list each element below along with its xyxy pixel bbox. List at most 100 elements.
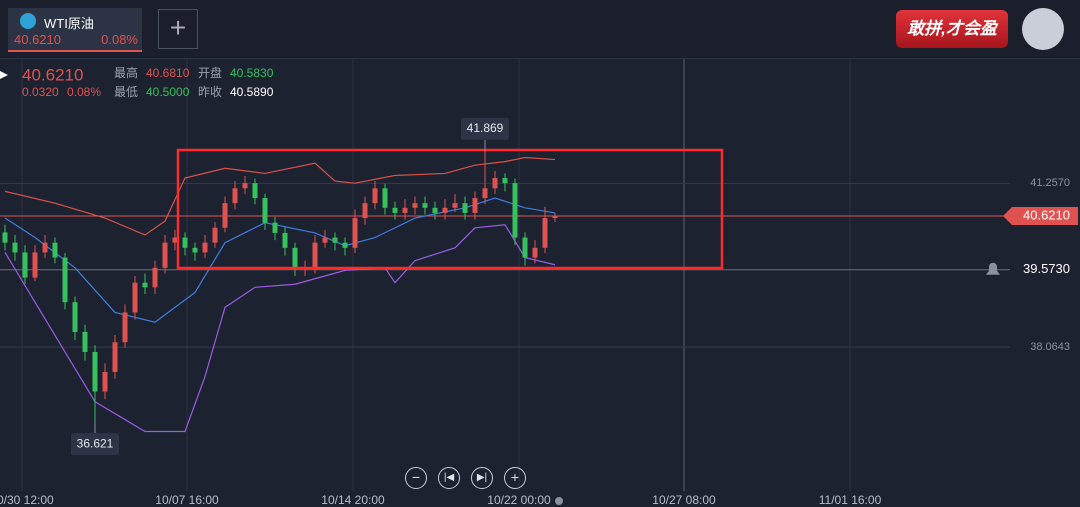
x-tick-label: 11/01 16:00 [819,493,882,507]
scroll-dot [555,497,563,505]
candle-body [212,227,218,243]
candle-body [342,242,348,248]
candle-body [352,218,358,248]
symbol-tab[interactable]: WTI原油 40.6210 0.08% [8,8,142,52]
candle-body [362,203,368,219]
candle-body [232,188,238,204]
candle-body [22,252,28,278]
candle-body [392,207,398,213]
candle-body [192,247,198,253]
price-tag [1003,206,1078,225]
candle-body [462,203,468,213]
stat-label: 最低 [114,85,138,99]
add-tab-button[interactable]: + [158,9,198,49]
avatar[interactable] [1022,8,1064,50]
candle-body [382,188,388,208]
candle-body [502,178,508,184]
candle-body [62,257,68,303]
x-tick-label: 10/14 20:00 [321,493,385,507]
candle-body [472,198,478,213]
candle-body [542,218,548,248]
stat-value: 40.5830 [230,66,274,80]
band-line [4,224,556,433]
zoom-out-button[interactable]: − [405,467,427,489]
candle-body [2,232,8,243]
candle-body [172,237,178,243]
x-tick-label: 10/27 08:00 [652,493,716,507]
band-line [4,156,556,236]
candle-body [222,203,228,228]
candle-body [142,282,148,288]
top-bar: WTI原油 40.6210 0.08% + 敢拼,才会盈 [0,0,1080,59]
y-tick-label: 39.5730 [1023,261,1070,276]
symbol-name: WTI原油 [44,16,94,31]
candle-body [482,188,488,199]
candle-body [372,188,378,204]
candle-body [132,282,138,313]
candle-body [122,312,128,343]
tab-change: 0.08% [101,32,138,47]
stat-label: 最高 [114,65,138,80]
annotation-label: 41.869 [467,121,504,135]
candle-body [262,198,268,223]
candle-body [282,232,288,248]
candle-body [512,183,518,238]
candle-body [112,342,118,372]
stat-label: 开盘 [198,65,222,80]
candle-body [152,267,158,288]
candle-body [52,242,58,258]
quote-change: 0.0320 [22,85,59,99]
quote-change-pct: 0.08% [67,85,101,99]
tab-price: 40.6210 [14,32,61,47]
candle-body [82,331,88,352]
candle-body [242,183,248,189]
last-button[interactable]: ▶| [471,467,493,489]
candle-body [162,242,168,268]
candle-body [92,351,98,392]
stat-value: 40.5000 [146,85,190,99]
candle-body [102,371,108,392]
x-tick-label: 10/07 16:00 [155,493,219,507]
candle-body [32,252,38,278]
stat-value: 40.6810 [146,66,190,80]
candle-body [532,247,538,258]
candle-body [402,207,408,213]
candle-body [312,242,318,268]
candle-body [202,242,208,253]
candle-body [72,302,78,332]
alert-bell [986,262,1000,275]
y-tick-label: 40.6210 [1023,207,1070,222]
candle-body [322,237,328,243]
candle-body [182,237,188,248]
stat-label: 昨收 [198,85,222,99]
collapse-arrow[interactable] [0,71,8,79]
candle-body [292,247,298,268]
x-tick-label: 10/22 00:00 [487,493,551,507]
candle-body [412,203,418,208]
annotation-label: 36.621 [77,436,114,450]
candle-body [332,237,338,243]
band-line [4,197,556,323]
zoom-in-button[interactable]: + [504,467,526,489]
candle-body [522,237,528,258]
candle-body [442,207,448,213]
highlight-box [176,148,724,270]
stat-value: 40.5890 [230,85,274,99]
first-button[interactable]: |◀ [438,467,460,489]
promo-banner[interactable]: 敢拼,才会盈 [896,10,1008,48]
candle-body [252,183,258,199]
candle-body [492,178,498,189]
candle-body [272,222,278,233]
y-tick-label: 38.0643 [1030,341,1070,353]
x-tick-label: 10/30 12:00 [0,493,54,507]
quote-price: 40.6210 [22,65,83,84]
symbol-icon [20,13,36,29]
candle-body [432,207,438,213]
annotation-box [71,433,119,456]
candle-body [552,215,558,219]
candle-body [452,203,458,208]
y-tick-label: 41.2570 [1030,177,1070,189]
candle-body [422,203,428,208]
